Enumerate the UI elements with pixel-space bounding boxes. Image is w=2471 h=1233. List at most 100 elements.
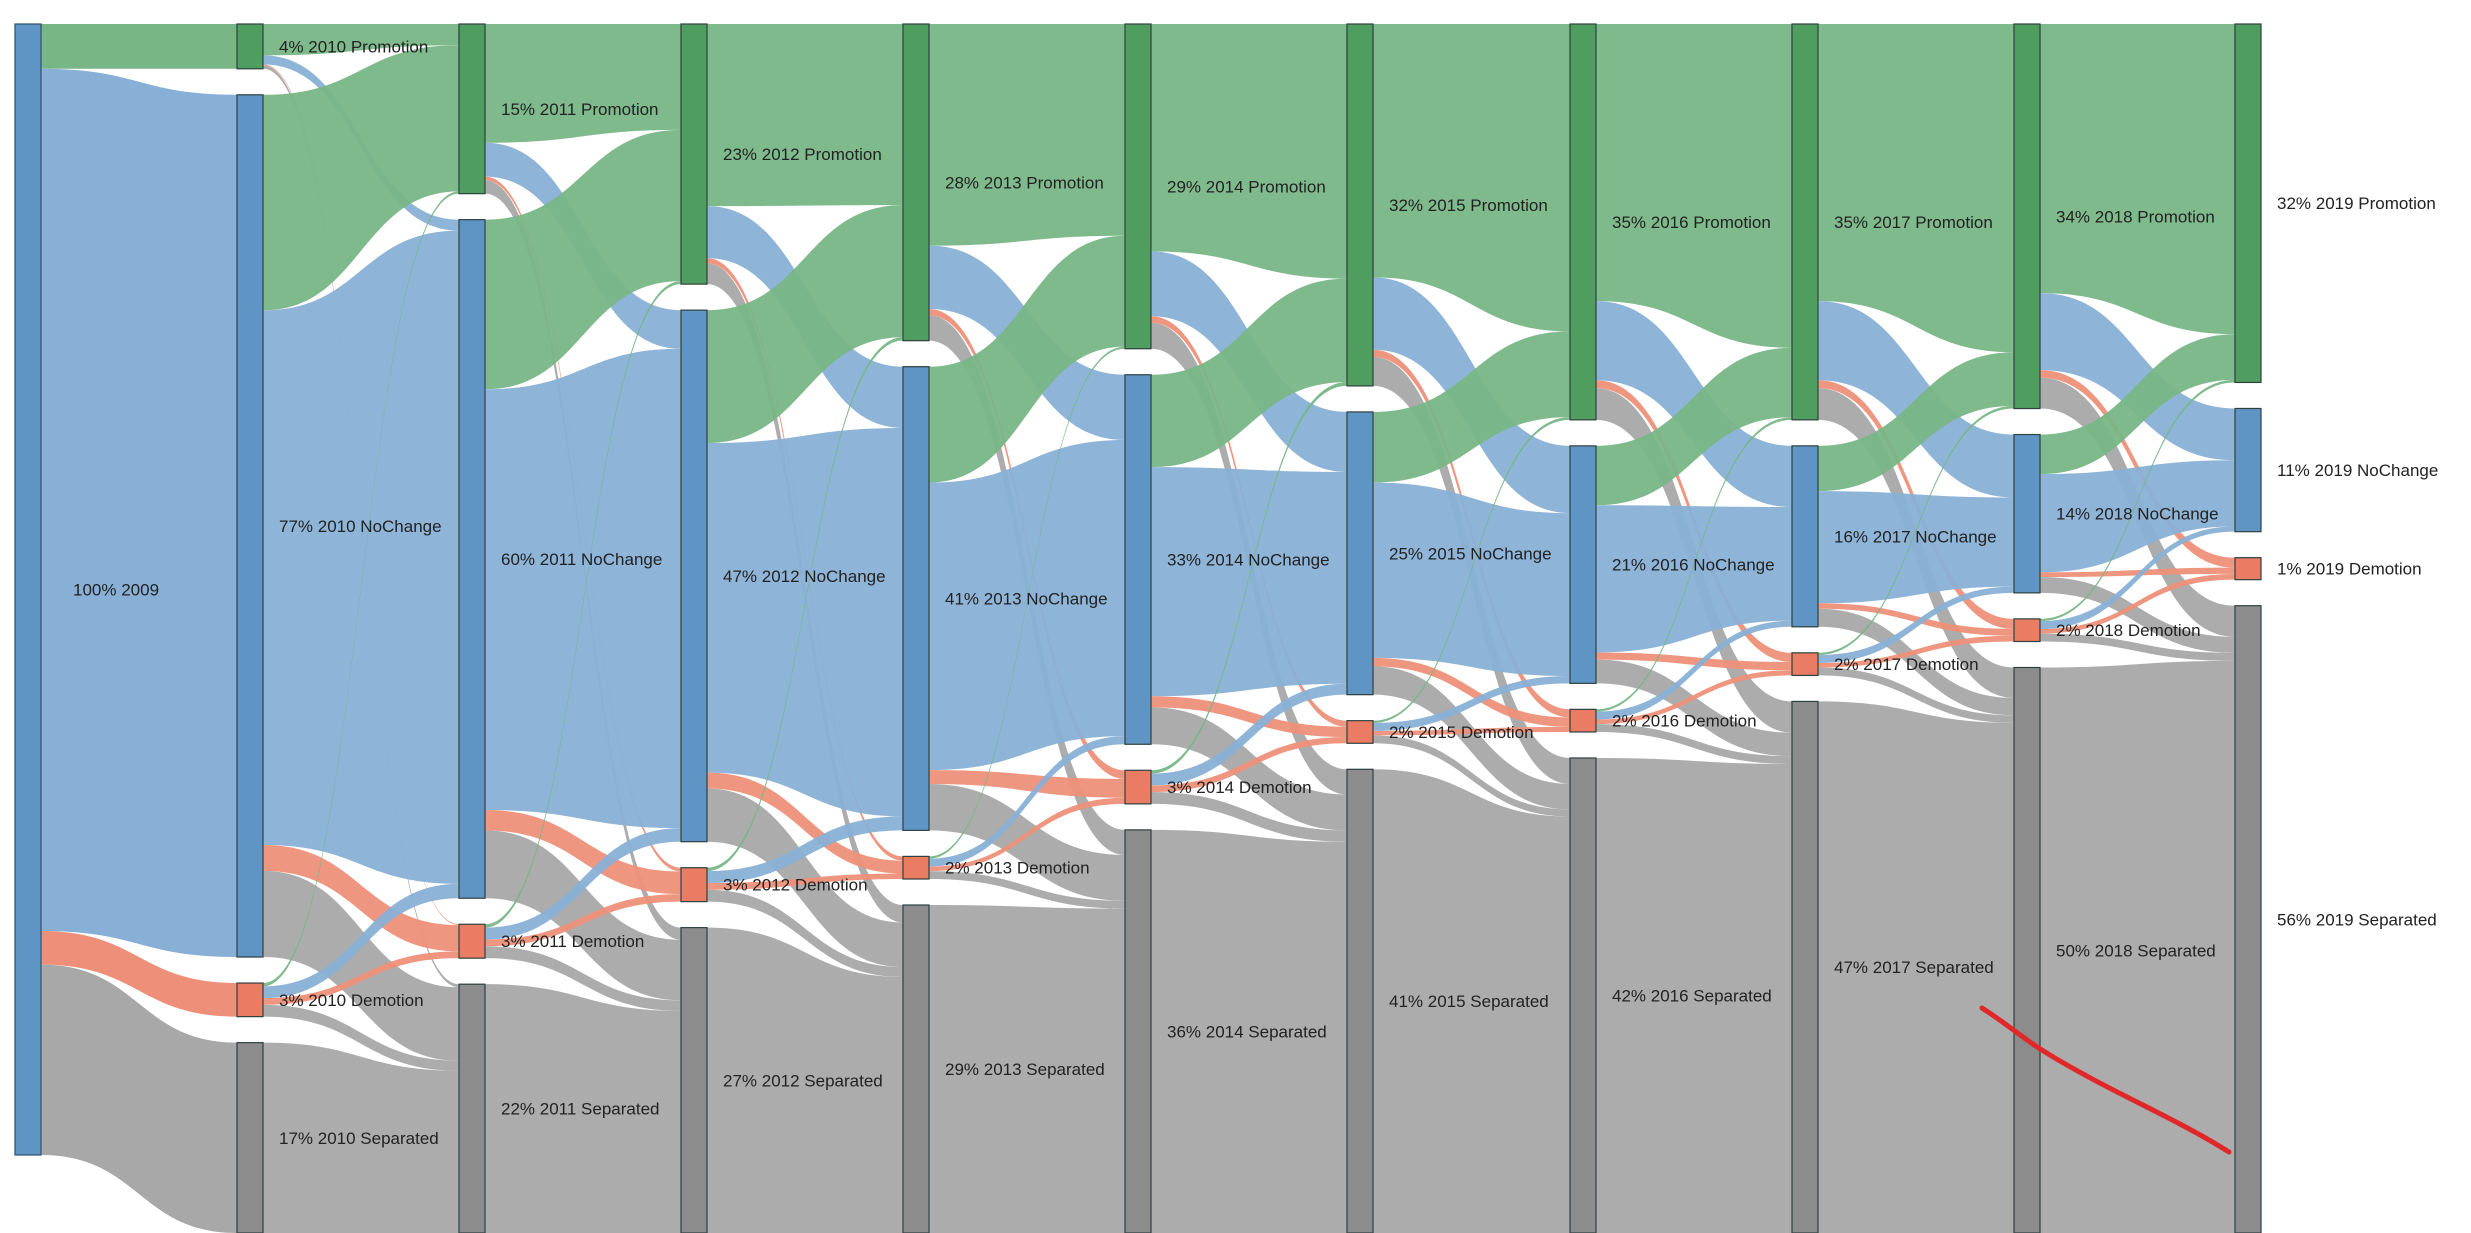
link-2014-nochange-to-separated bbox=[1151, 707, 1347, 831]
link-root-to-demotion bbox=[41, 931, 237, 1017]
link-2012-promotion-to-promotion bbox=[707, 24, 903, 207]
node-2018-separated bbox=[2013, 666, 2041, 1233]
node-label-2013-nochange: 41% 2013 NoChange bbox=[945, 590, 1108, 609]
link-2012-nochange-to-demotion bbox=[707, 772, 903, 874]
node-label-2012-promotion: 23% 2012 Promotion bbox=[723, 145, 882, 164]
node-2010-promotion bbox=[236, 23, 264, 70]
link-2018-nochange-to-separated bbox=[2040, 577, 2235, 653]
node-label-2012-separated: 27% 2012 Separated bbox=[723, 1071, 883, 1090]
link-2015-demotion-to-demotion bbox=[1373, 726, 1570, 736]
link-2010-demotion-to-nochange bbox=[263, 883, 459, 999]
node-label-2015-separated: 41% 2015 Separated bbox=[1389, 992, 1549, 1011]
link-2018-nochange-to-demotion bbox=[2040, 567, 2235, 578]
link-2011-demotion-to-demotion bbox=[485, 894, 681, 947]
node-label-2010-demotion: 3% 2010 Demotion bbox=[279, 991, 424, 1010]
link-2014-promotion-to-promotion bbox=[1151, 24, 1347, 279]
node-2018-promotion bbox=[2013, 23, 2041, 410]
node-label-2013-separated: 29% 2013 Separated bbox=[945, 1060, 1105, 1079]
link-2014-demotion-to-separated bbox=[1151, 792, 1347, 842]
link-2018-demotion-to-nochange bbox=[2040, 526, 2235, 630]
node-2017-nochange bbox=[1791, 445, 1819, 628]
link-2012-nochange-to-separated bbox=[707, 788, 903, 968]
node-label-2018-demotion: 2% 2018 Demotion bbox=[2056, 621, 2201, 640]
link-2012-nochange-to-promotion bbox=[707, 205, 903, 444]
node-2012-nochange bbox=[680, 309, 708, 843]
node-label-2015-promotion: 32% 2015 Promotion bbox=[1389, 196, 1548, 215]
link-2018-nochange-to-promotion bbox=[2040, 334, 2235, 475]
node-label-2016-separated: 42% 2016 Separated bbox=[1612, 986, 1772, 1005]
node-2010-nochange bbox=[236, 94, 264, 958]
flow-links bbox=[41, 24, 2235, 1233]
link-2017-demotion-to-nochange bbox=[1818, 586, 2014, 663]
node-label-2016-nochange: 21% 2016 NoChange bbox=[1612, 556, 1775, 575]
node-label-2011-promotion: 15% 2011 Promotion bbox=[501, 100, 659, 119]
link-2013-demotion-to-separated bbox=[929, 871, 1125, 909]
link-2011-demotion-to-nochange bbox=[485, 828, 681, 940]
link-2012-demotion-to-promotion bbox=[707, 337, 903, 872]
node-label-2013-demotion: 2% 2013 Demotion bbox=[945, 859, 1090, 878]
link-2017-promotion-to-promotion bbox=[1818, 24, 2014, 353]
node-2013-promotion bbox=[902, 23, 930, 342]
nodes-layer bbox=[14, 23, 2262, 1233]
node-2013-demotion bbox=[902, 855, 930, 880]
node-label-2018-promotion: 34% 2018 Promotion bbox=[2056, 207, 2215, 226]
node-2014-promotion bbox=[1124, 23, 1152, 350]
node-label-2016-demotion: 2% 2016 Demotion bbox=[1612, 712, 1757, 731]
link-2010-nochange-to-separated bbox=[263, 870, 459, 1061]
link-2018-demotion-to-promotion bbox=[2040, 379, 2235, 622]
node-2014-nochange bbox=[1124, 374, 1152, 745]
node-2017-promotion bbox=[1791, 23, 1819, 421]
node-label-2018-nochange: 14% 2018 NoChange bbox=[2056, 505, 2219, 524]
link-2016-nochange-to-separated bbox=[1596, 659, 1792, 757]
node-2014-demotion bbox=[1124, 769, 1152, 805]
node-2011-nochange bbox=[458, 219, 486, 899]
link-2018-demotion-to-demotion bbox=[2040, 573, 2235, 634]
link-2017-nochange-to-nochange bbox=[1818, 491, 2014, 604]
link-2013-demotion-to-demotion bbox=[929, 797, 1125, 872]
node-label-2016-promotion: 35% 2016 Promotion bbox=[1612, 213, 1771, 232]
link-2015-nochange-to-separated bbox=[1373, 666, 1570, 810]
link-2013-promotion-to-promotion bbox=[929, 24, 1125, 246]
node-2012-demotion bbox=[680, 867, 708, 903]
node-label-2014-separated: 36% 2014 Separated bbox=[1167, 1022, 1327, 1041]
link-2017-demotion-to-promotion bbox=[1818, 405, 2014, 656]
link-2018-separated-to-separated bbox=[2040, 660, 2235, 1233]
link-2015-demotion-to-separated bbox=[1373, 735, 1570, 817]
link-2014-nochange-to-promotion bbox=[1151, 278, 1347, 468]
node-label-2013-promotion: 28% 2013 Promotion bbox=[945, 173, 1104, 192]
link-2015-nochange-to-demotion bbox=[1373, 657, 1570, 727]
node-label-2010-promotion: 4% 2010 Promotion bbox=[279, 37, 428, 56]
link-2017-nochange-to-separated bbox=[1818, 608, 2014, 716]
link-2010-separated-to-separated bbox=[263, 1042, 459, 1233]
link-2014-separated-to-separated bbox=[1151, 829, 1347, 1233]
link-2018-promotion-to-promotion bbox=[2040, 24, 2235, 335]
node-2019-promotion bbox=[2234, 23, 2262, 384]
link-2014-nochange-to-demotion bbox=[1151, 696, 1347, 738]
node-2015-demotion bbox=[1346, 720, 1374, 744]
node-2016-demotion bbox=[1569, 708, 1597, 733]
link-2013-separated-to-separated bbox=[929, 905, 1125, 1233]
link-2013-demotion-to-promotion bbox=[929, 346, 1125, 859]
node-2014-separated bbox=[1124, 829, 1152, 1233]
node-label-2014-nochange: 33% 2014 NoChange bbox=[1167, 551, 1330, 570]
link-root-to-nochange bbox=[41, 68, 237, 958]
node-2018-demotion bbox=[2013, 618, 2041, 643]
link-2016-demotion-to-nochange bbox=[1596, 620, 1792, 720]
link-2010-promotion-to-promotion bbox=[263, 24, 459, 56]
link-2012-separated-to-separated bbox=[707, 927, 903, 1233]
node-2019-separated bbox=[2234, 605, 2262, 1233]
node-label-2015-demotion: 2% 2015 Demotion bbox=[1389, 723, 1534, 742]
link-2015-demotion-to-promotion bbox=[1373, 417, 1570, 723]
link-2015-nochange-to-promotion bbox=[1373, 331, 1570, 483]
link-2013-nochange-to-demotion bbox=[929, 770, 1125, 798]
link-2013-nochange-to-nochange bbox=[929, 439, 1125, 771]
link-2016-nochange-to-nochange bbox=[1596, 505, 1792, 653]
link-2015-demotion-to-nochange bbox=[1373, 676, 1570, 731]
link-2011-demotion-to-promotion bbox=[485, 281, 681, 928]
link-2015-separated-to-separated bbox=[1373, 769, 1570, 1233]
node-2018-nochange bbox=[2013, 433, 2041, 594]
link-2017-demotion-to-demotion bbox=[1818, 635, 2014, 668]
link-2012-demotion-to-separated bbox=[707, 889, 903, 977]
node-label-2014-promotion: 29% 2014 Promotion bbox=[1167, 177, 1326, 196]
node-label-2017-separated: 47% 2017 Separated bbox=[1834, 958, 1994, 977]
